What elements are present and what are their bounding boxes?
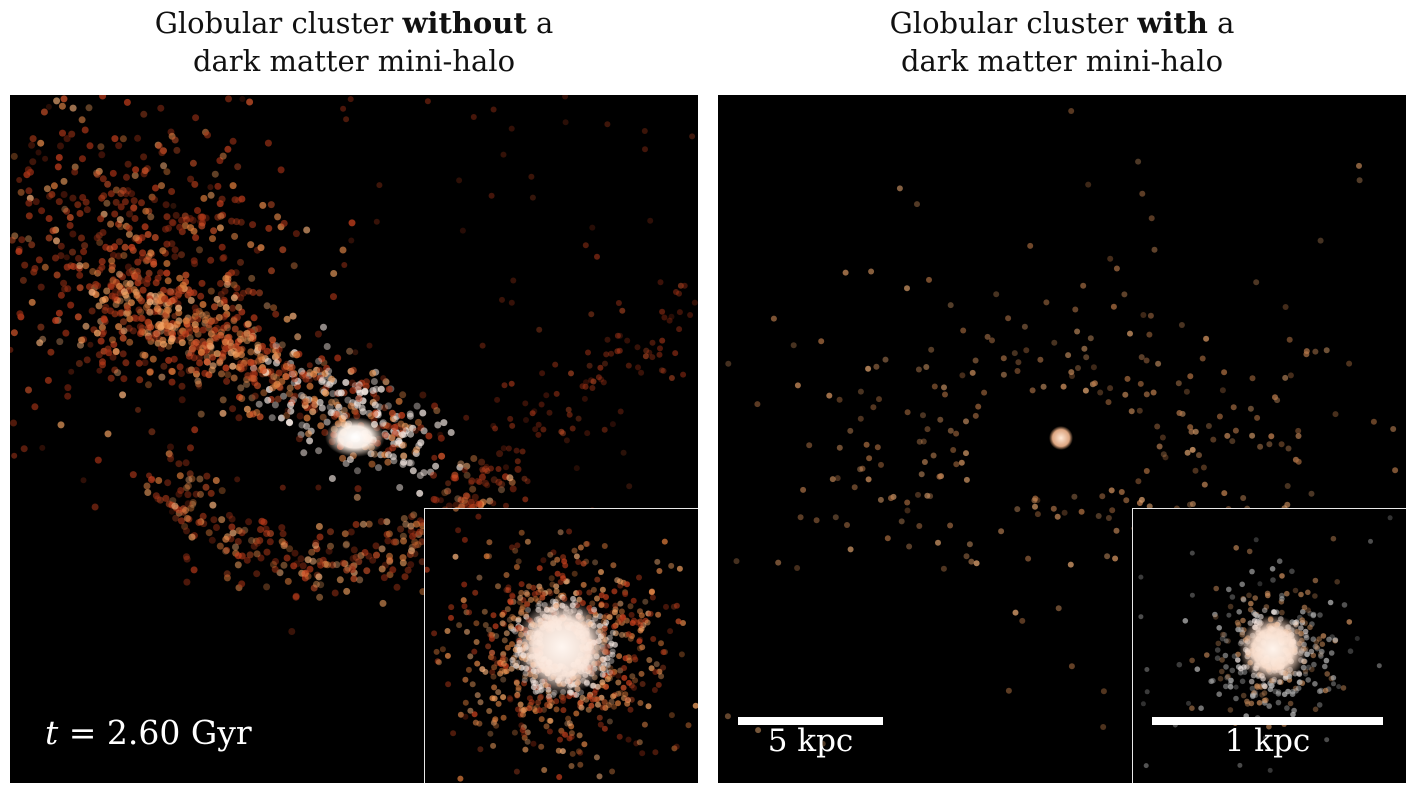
right-inset-star-field (1138, 515, 1393, 773)
scalebar-inset (1152, 717, 1383, 725)
right-panel-title: Globular cluster with a dark matter mini… (718, 4, 1406, 80)
scalebar-main (738, 717, 883, 725)
left-simulation-panel: t = 2.60 Gyr (10, 95, 698, 783)
right-simulation-panel: 5 kpc 1 kpc (718, 95, 1406, 783)
right-title-bold-word: with (1137, 6, 1208, 40)
right-title-line2: dark matter mini-halo (900, 44, 1224, 78)
left-title-line2: dark matter mini-halo (192, 44, 516, 78)
right-star-field (724, 108, 1399, 771)
time-label: t = 2.60 Gyr (45, 713, 252, 752)
left-panel-title: Globular cluster without a dark matter m… (10, 4, 698, 80)
right-zoom-inset (1132, 508, 1406, 783)
left-zoom-inset (424, 508, 698, 783)
scalebar-inset-label: 1 kpc (1224, 723, 1311, 759)
left-title-line1: Globular cluster without a (154, 6, 554, 40)
left-star-field (10, 95, 698, 635)
left-title-bold-word: without (402, 6, 527, 40)
right-title-line1: Globular cluster with a (889, 6, 1235, 40)
left-inset-star-field (425, 509, 698, 782)
scalebar-main-label: 5 kpc (767, 723, 854, 759)
